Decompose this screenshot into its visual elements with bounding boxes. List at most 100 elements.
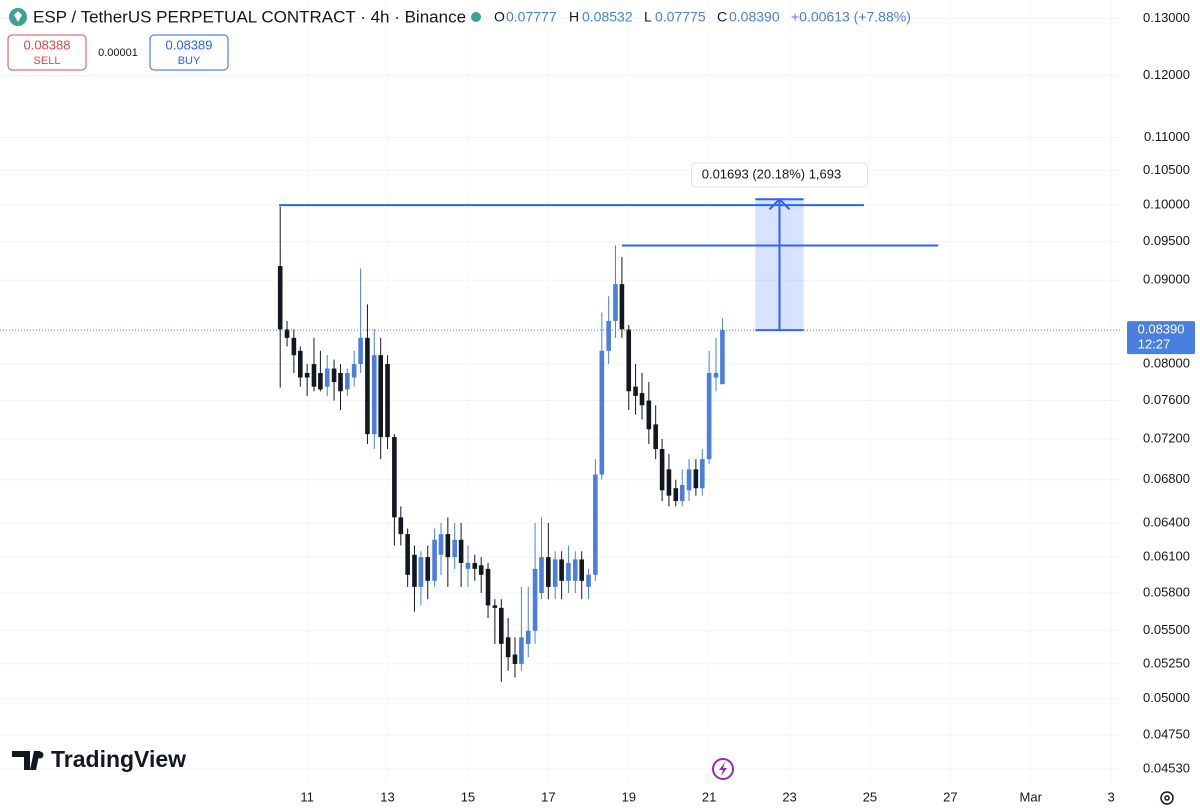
candle-body [706, 372, 712, 460]
candle-body [586, 574, 591, 587]
countdown: 12:27 [1138, 337, 1171, 352]
x-tick-label: 13 [380, 789, 394, 804]
candle-body [311, 364, 317, 387]
candle-body [385, 364, 390, 438]
y-tick-label: 0.04750 [1143, 727, 1190, 742]
candle-body [713, 372, 719, 378]
x-tick-label: Mar [1020, 789, 1043, 804]
candle-body [593, 474, 598, 575]
candle-body [599, 350, 605, 475]
spread: 0.00001 [98, 47, 138, 59]
candle-body [492, 605, 498, 608]
candle-body [378, 355, 384, 438]
y-tick-label: 0.05250 [1143, 655, 1190, 670]
y-tick-label: 0.07200 [1143, 430, 1190, 445]
candle-body [666, 469, 672, 496]
y-tick-label: 0.11000 [1144, 129, 1190, 144]
symbol: ESP / TetherUS PERPETUAL CONTRACT · 4h ·… [33, 7, 466, 26]
candle-body [284, 329, 290, 338]
x-tick-label: 21 [702, 789, 716, 804]
ohlc-value: 0.07777 [506, 9, 557, 25]
buy-label[interactable]: BUY [178, 55, 201, 67]
candle-body [358, 337, 363, 365]
status-dot [471, 12, 481, 22]
y-tick-label: 0.06400 [1143, 514, 1190, 529]
candle-body [398, 517, 404, 535]
candle-body [679, 485, 685, 502]
candle-body [277, 266, 283, 330]
symbol-icon-glyph [14, 11, 22, 22]
y-tick-label: 0.10500 [1143, 162, 1190, 177]
alert-circle[interactable] [712, 758, 734, 780]
alert-bolt[interactable] [719, 762, 727, 776]
candle-body [579, 559, 585, 581]
x-tick-label: 11 [300, 789, 314, 804]
sell-label[interactable]: SELL [34, 55, 61, 67]
candle-body [432, 539, 437, 581]
candle-body [345, 372, 350, 390]
y-tick-label: 0.05000 [1143, 690, 1190, 705]
candle-body [626, 329, 632, 392]
candle-body [566, 562, 571, 581]
candle-body [298, 350, 303, 378]
candle-body [613, 284, 618, 321]
x-tick-label: 15 [461, 789, 475, 804]
measure-arrowhead [768, 197, 791, 210]
candle-body [519, 637, 524, 664]
candle-body [659, 449, 665, 491]
y-tick-label: 0.04530 [1143, 760, 1190, 775]
candle-body [318, 372, 323, 390]
candle-body [425, 557, 431, 581]
candle-body [304, 372, 310, 378]
last-price-tag [1127, 321, 1195, 355]
measure-label: 0.01693 (20.18%) 1,693 [702, 166, 842, 181]
measure-label-box [690, 162, 868, 188]
sell-box[interactable] [7, 34, 87, 71]
buy-box[interactable] [149, 34, 229, 71]
candle-body [505, 637, 511, 658]
candle-body [646, 400, 652, 430]
buy-price[interactable]: 0.08389 [166, 37, 213, 52]
ohlc-value: 0.08390 [729, 9, 780, 25]
settings-hub[interactable] [1164, 795, 1170, 801]
sell-button[interactable]: 0.08388 SELL [7, 34, 87, 71]
x-tick-label: 23 [782, 789, 796, 804]
y-tick-label: 0.09000 [1143, 272, 1190, 287]
candle-body [673, 488, 679, 502]
y-tick-label: 0.10000 [1143, 197, 1190, 212]
x-tick-label: 19 [622, 789, 636, 804]
change: +0.00613 (+7.88%) [791, 9, 911, 25]
candle-body [653, 424, 658, 450]
candle-body [458, 539, 464, 563]
y-tick-label: 0.12000 [1143, 67, 1190, 82]
candle-body [606, 320, 611, 351]
candle-body [512, 654, 518, 664]
last-price-label: 0.08390 [1138, 322, 1185, 337]
x-tick-label: 17 [541, 789, 555, 804]
header: ESP / TetherUS PERPETUAL CONTRACT · 4h ·… [7, 7, 911, 71]
x-tick-label: 25 [863, 789, 877, 804]
brand: TradingView [12, 746, 186, 772]
y-tick-label: 0.06800 [1143, 471, 1190, 486]
y-tick-label: 0.08000 [1143, 355, 1190, 370]
candle-body [418, 557, 424, 587]
candle-body [331, 368, 337, 383]
candle-body [338, 372, 343, 392]
ohlc-label: H [569, 9, 579, 25]
candle-body [412, 554, 417, 587]
alert-icon[interactable] [712, 758, 734, 780]
buy-button[interactable]: 0.08389 BUY [149, 34, 229, 71]
y-tick-label: 0.05500 [1143, 622, 1190, 637]
candle-body [485, 568, 491, 606]
brand-name: TradingView [51, 746, 186, 772]
ohlc-label: C [717, 9, 727, 25]
y-tick-label: 0.05800 [1143, 584, 1190, 599]
candle-body [686, 469, 692, 491]
y-tick-label: 0.09500 [1143, 233, 1190, 248]
settings-icon[interactable] [1160, 791, 1174, 805]
sell-price[interactable]: 0.08388 [24, 37, 71, 52]
settings-gear[interactable] [1160, 791, 1174, 805]
candle-body [499, 607, 504, 644]
